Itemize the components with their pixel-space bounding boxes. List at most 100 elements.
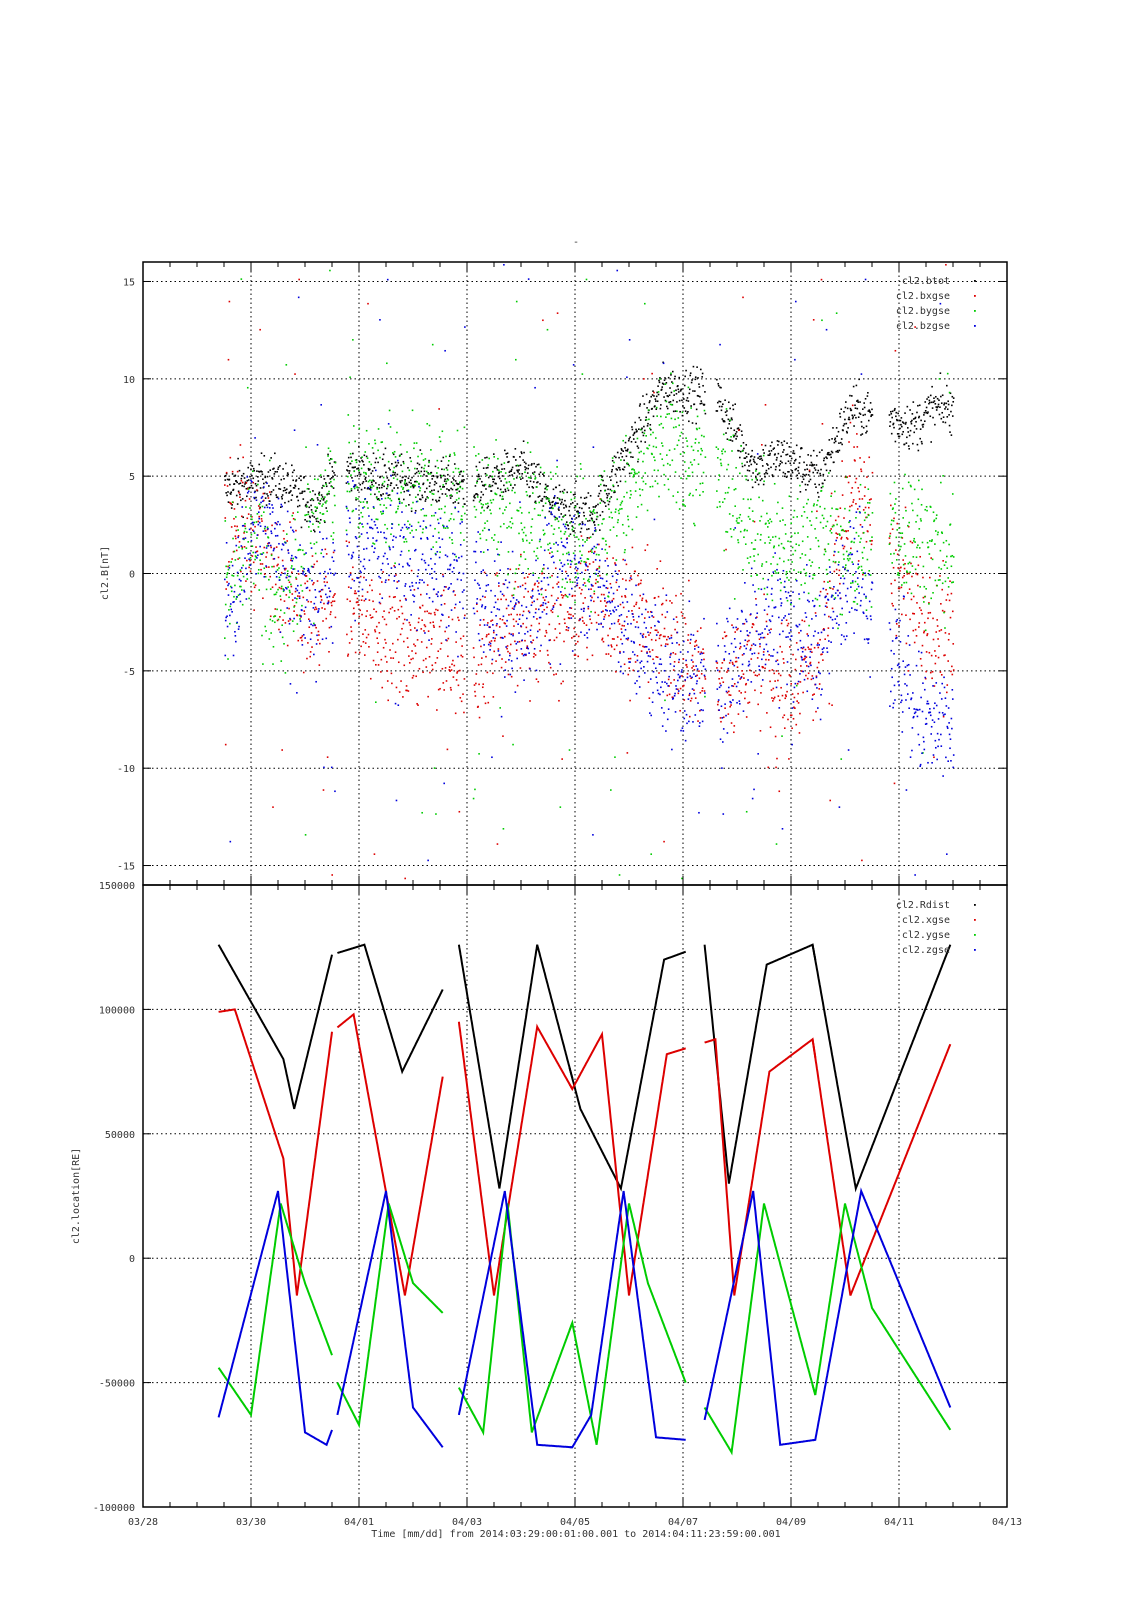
top-point [347,509,350,512]
top-point [746,529,748,532]
top-point [766,464,769,466]
top-point [667,678,670,681]
top-point [592,506,595,508]
top-point [421,619,423,621]
top-point [372,542,374,545]
top-point [399,443,402,446]
top-point [780,686,782,689]
top-point [602,479,604,482]
top-point [317,526,320,528]
top-point [805,572,808,574]
top-point [229,603,232,605]
top-point [720,409,723,412]
top-point [360,467,363,470]
top-point [374,524,377,526]
top-point [309,651,312,653]
top-point [302,498,305,500]
top-point [236,571,239,574]
top-point [852,600,855,603]
top-point [372,659,375,662]
top-point [257,523,260,526]
top-point [945,402,948,405]
top-point [314,596,317,599]
top-point [280,660,283,662]
top-point [228,560,230,563]
top-point [313,543,316,545]
top-point [736,435,738,438]
top-point [436,657,439,659]
top-point [274,608,277,610]
top-point [523,596,525,598]
top-point [439,648,442,650]
top-point [913,612,916,615]
top-point [482,551,485,554]
top-point [654,459,656,462]
top-point [806,468,809,471]
top-point [365,429,368,432]
top-point [862,414,865,417]
top-point [454,594,457,596]
top-point [614,511,617,513]
top-point [244,483,246,485]
top-point [377,531,379,534]
top-point [765,658,767,661]
top-point [943,610,946,613]
top-point [375,539,378,542]
top-point [900,566,902,569]
top-point [786,624,789,627]
top-point [666,405,668,408]
top-point [462,607,464,610]
top-point [846,569,849,572]
top-point [330,611,332,613]
top-point [506,527,508,529]
top-point [800,655,803,658]
top-point [450,487,452,490]
top-point [334,474,336,476]
top-point [282,565,284,567]
top-point [265,565,267,567]
top-point [514,572,517,575]
top-point [239,585,241,588]
top-point [941,394,944,397]
top-point [291,529,294,532]
top-point [325,485,328,488]
top-point [667,478,669,481]
top-point [660,603,663,606]
top-point [842,424,845,427]
top-point [586,537,589,539]
top-point [926,509,928,512]
top-point [487,505,490,508]
top-point [297,487,300,490]
top-point [415,500,418,503]
top-point [229,483,231,486]
top-point [675,392,678,395]
top-point [252,467,255,470]
top-point [597,614,600,616]
top-point [403,523,406,526]
top-point [252,481,255,484]
top-point [755,476,757,478]
top-point [905,581,908,584]
top-point [473,494,476,497]
top-point [656,391,658,394]
top-point [455,679,458,681]
top-point [866,395,869,397]
top-point [240,567,243,569]
top-point [434,512,437,514]
top-point [395,686,398,689]
top-point [235,640,237,643]
top-point [654,480,657,482]
top-point [581,554,583,556]
top-point [594,530,597,532]
top-point [630,472,633,474]
top-point [519,667,522,669]
top-point [631,468,633,471]
top-point [427,564,430,567]
top-point [533,550,535,553]
top-point [378,490,380,493]
top-point [502,512,504,515]
top-point [629,657,632,660]
top-point [263,511,265,513]
top-point [491,484,494,487]
top-point [361,613,363,616]
